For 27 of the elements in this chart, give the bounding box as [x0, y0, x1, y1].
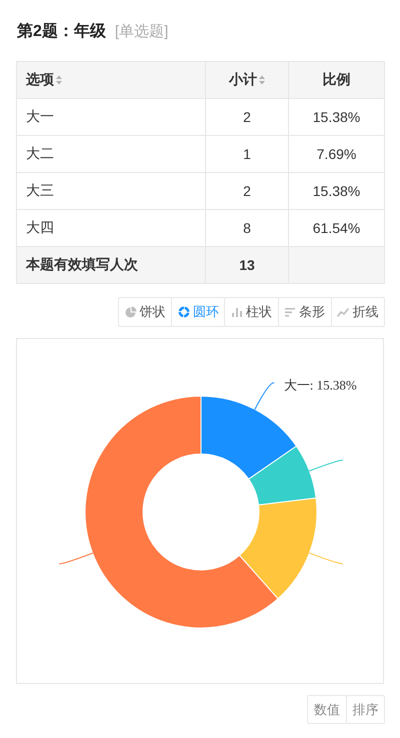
text: 选项	[26, 71, 54, 87]
text: 数值	[314, 700, 340, 718]
text: 第2题：年级	[17, 23, 106, 40]
text: 15.38%	[288, 172, 384, 210]
text: [单选题]	[114, 23, 168, 40]
data-label: 2	[206, 98, 288, 136]
data-label: 2	[206, 172, 288, 210]
text: 圆环	[192, 303, 219, 321]
text: 比例	[322, 71, 350, 87]
text: 折线	[352, 303, 378, 321]
category-label: 大一	[16, 98, 206, 136]
text: 排序	[352, 700, 378, 718]
category-label: 大三	[16, 172, 206, 210]
text: 小计	[229, 71, 257, 87]
text: 13	[206, 246, 288, 284]
text: 7.69%	[288, 136, 384, 172]
category-label: 大四	[16, 210, 206, 246]
data-label: 1	[206, 136, 288, 172]
text: 柱状	[246, 303, 272, 321]
text: 61.54%	[288, 210, 384, 246]
text: 饼状	[140, 303, 166, 321]
category-label: 大二	[16, 136, 206, 172]
text: 条形	[299, 303, 326, 321]
text: 本题有效填写人次	[16, 246, 206, 284]
text: 15.38%	[288, 98, 384, 136]
data-label: 大一: 15.38%	[284, 377, 357, 392]
data-label: 8	[206, 210, 288, 246]
